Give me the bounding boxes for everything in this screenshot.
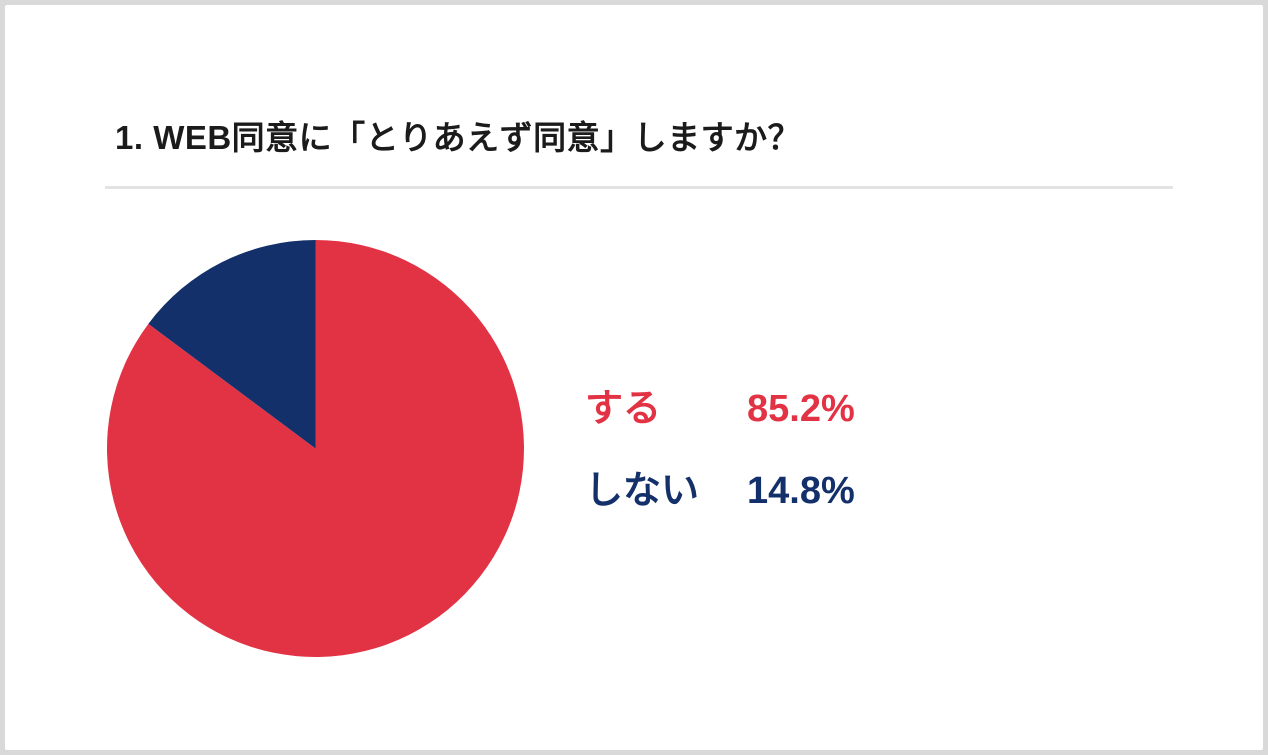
chart-card: 1. WEB同意に「とりあえず同意」しますか？ する 85.2% しない 14.… [5,5,1263,750]
legend-value: 14.8% [747,470,855,512]
legend-item-shinai: しない 14.8% [585,468,855,514]
legend-value: 85.2% [747,388,855,430]
pie-slice-2 [148,239,316,449]
pie-slice-1 [106,239,525,658]
legend-label: する [585,388,662,430]
legend-item-suru: する 85.2% [585,386,855,432]
chart-title: 1. WEB同意に「とりあえず同意」しますか？ [115,119,802,156]
title-divider [105,186,1173,189]
pie-chart [106,239,525,658]
legend: する 85.2% しない 14.8% [585,386,855,514]
legend-label: しない [585,470,700,512]
